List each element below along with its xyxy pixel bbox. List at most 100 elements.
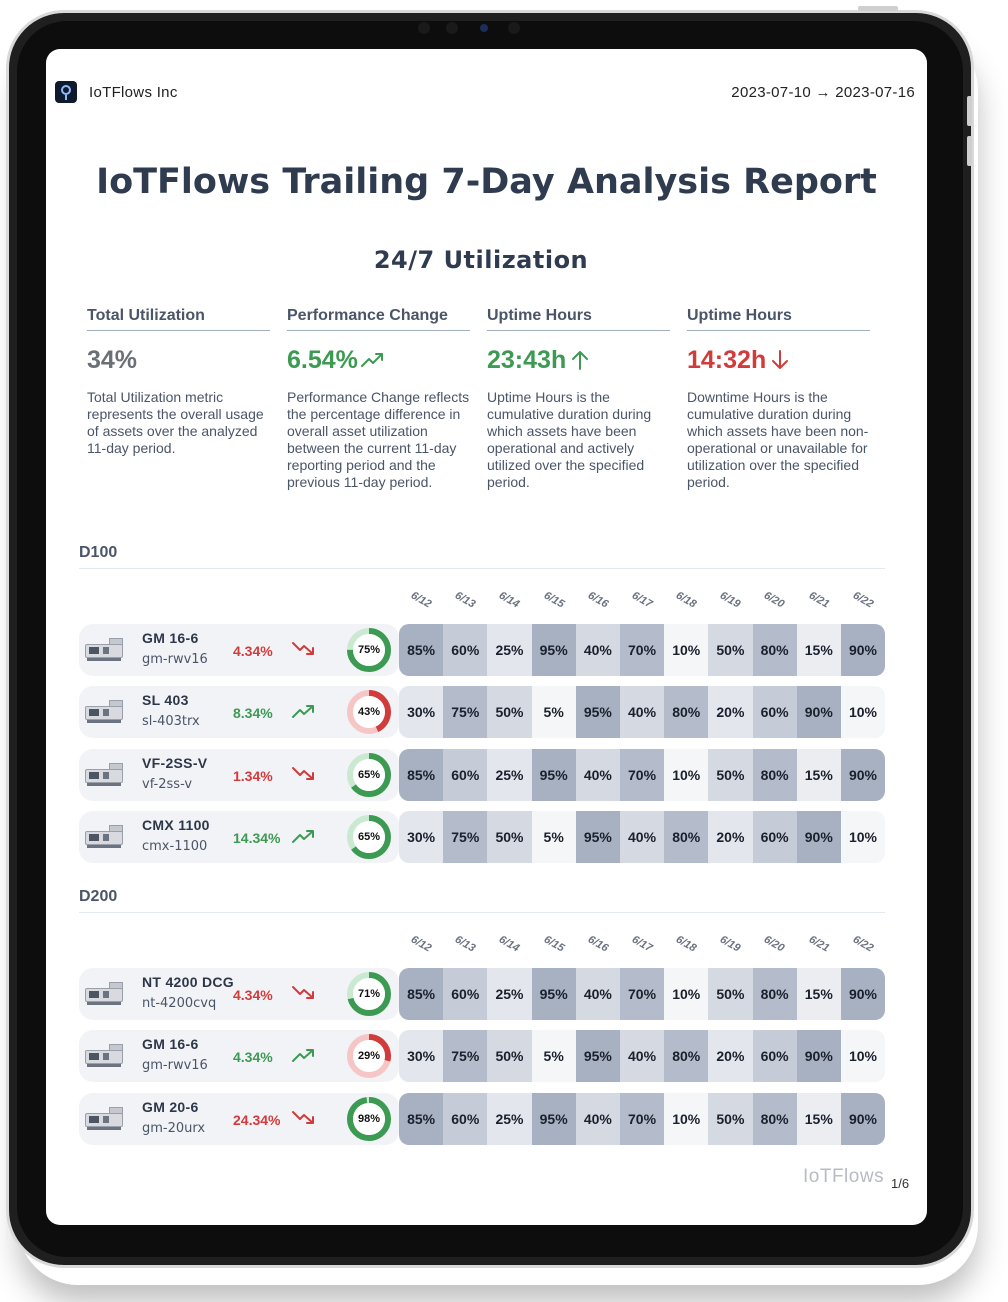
utilization-cell[interactable]: 70% <box>619 968 665 1020</box>
utilization-cell[interactable]: 80% <box>752 968 797 1020</box>
utilization-cell[interactable]: 90% <box>840 749 885 801</box>
machine-icon <box>85 1107 127 1131</box>
utilization-cell[interactable]: 80% <box>664 686 709 738</box>
utilization-cell[interactable]: 40% <box>619 811 665 863</box>
utilization-cell[interactable]: 20% <box>708 811 753 863</box>
utilization-cell[interactable]: 40% <box>575 624 620 676</box>
utilization-cell[interactable]: 60% <box>752 811 797 863</box>
utilization-cell[interactable]: 95% <box>531 968 576 1020</box>
utilization-cell[interactable]: 30% <box>399 811 444 863</box>
utilization-cell[interactable]: 85% <box>399 968 444 1020</box>
date-label: 6/16 <box>585 589 610 611</box>
utilization-cell[interactable]: 15% <box>796 749 841 801</box>
utilization-cell[interactable]: 25% <box>487 624 532 676</box>
arrow-up-icon <box>572 351 589 370</box>
utilization-cell[interactable]: 5% <box>531 686 576 738</box>
asset-row[interactable]: GM 16-6 gm-rwv16 4.34% 29% 30% 75% 50% 5% 95% 40%… <box>79 1030 885 1082</box>
utilization-cell[interactable]: 90% <box>796 811 841 863</box>
utilization-cell[interactable]: 10% <box>664 749 709 801</box>
utilization-cell[interactable]: 85% <box>399 624 444 676</box>
utilization-cell[interactable]: 10% <box>840 686 885 738</box>
utilization-cell[interactable]: 60% <box>752 686 797 738</box>
section-subtitle: 24/7 Utilization <box>373 246 589 274</box>
utilization-cell[interactable]: 70% <box>619 624 665 676</box>
utilization-cell[interactable]: 40% <box>575 749 620 801</box>
utilization-cell[interactable]: 95% <box>531 1093 576 1145</box>
utilization-cell[interactable]: 10% <box>664 1093 709 1145</box>
utilization-cell[interactable]: 80% <box>752 624 797 676</box>
utilization-cell[interactable]: 70% <box>619 749 665 801</box>
utilization-cell[interactable]: 20% <box>708 1030 753 1082</box>
utilization-cell[interactable]: 25% <box>487 1093 532 1145</box>
trend-down-icon <box>292 986 314 999</box>
utilization-cell[interactable]: 30% <box>399 1030 444 1082</box>
utilization-cell[interactable]: 10% <box>664 624 709 676</box>
machine-icon <box>85 638 127 662</box>
utilization-cell[interactable]: 50% <box>708 1093 753 1145</box>
utilization-cell[interactable]: 20% <box>708 686 753 738</box>
metric-value: 34% <box>87 344 270 376</box>
utilization-cell[interactable]: 50% <box>487 811 532 863</box>
utilization-cell[interactable]: 90% <box>840 968 885 1020</box>
asset-row[interactable]: CMX 1100 cmx-1100 14.34% 65% 30% 75% 50% 5% 95% 4… <box>79 811 885 863</box>
utilization-cell[interactable]: 85% <box>399 749 444 801</box>
daily-utilization-cells: 85% 60% 25% 95% 40% 70% 10% 50% 80% 15% 90% <box>399 1093 885 1145</box>
utilization-cell[interactable]: 95% <box>575 1030 620 1082</box>
utilization-donut <box>347 815 391 859</box>
utilization-cell[interactable]: 75% <box>443 686 488 738</box>
utilization-cell[interactable]: 95% <box>531 749 576 801</box>
utilization-cell[interactable]: 15% <box>796 624 841 676</box>
asset-row[interactable]: GM 20-6 gm-20urx 24.34% 98% 85% 60% 25% 95% 40% 7… <box>79 1093 885 1145</box>
utilization-cell[interactable]: 10% <box>664 968 709 1020</box>
utilization-cell[interactable]: 40% <box>619 686 665 738</box>
asset-row[interactable]: SL 403 sl-403trx 8.34% 43% 30% 75% 50% 5% 95% 40%… <box>79 686 885 738</box>
utilization-cell[interactable]: 90% <box>796 1030 841 1082</box>
utilization-cell[interactable]: 15% <box>796 1093 841 1145</box>
utilization-cell[interactable]: 70% <box>619 1093 665 1145</box>
utilization-cell[interactable]: 95% <box>575 811 620 863</box>
utilization-cell[interactable]: 40% <box>575 968 620 1020</box>
metric-value-text: 23:43h <box>487 345 567 374</box>
utilization-cell[interactable]: 10% <box>840 1030 885 1082</box>
utilization-cell[interactable]: 15% <box>796 968 841 1020</box>
utilization-cell[interactable]: 5% <box>531 1030 576 1082</box>
utilization-cell[interactable]: 50% <box>487 1030 532 1082</box>
trend-down-icon <box>292 1111 314 1124</box>
utilization-cell[interactable]: 5% <box>531 811 576 863</box>
utilization-cell[interactable]: 60% <box>752 1030 797 1082</box>
utilization-cell[interactable]: 40% <box>575 1093 620 1145</box>
utilization-cell[interactable]: 10% <box>840 811 885 863</box>
utilization-cell[interactable]: 60% <box>443 968 488 1020</box>
utilization-cell[interactable]: 25% <box>487 968 532 1020</box>
utilization-cell[interactable]: 25% <box>487 749 532 801</box>
utilization-cell[interactable]: 90% <box>840 624 885 676</box>
utilization-cell[interactable]: 95% <box>575 686 620 738</box>
asset-row[interactable]: NT 4200 DCG nt-4200cvq 4.34% 71% 85% 60% 25% 95… <box>79 968 885 1020</box>
utilization-cell[interactable]: 50% <box>487 686 532 738</box>
utilization-cell[interactable]: 75% <box>443 811 488 863</box>
utilization-cell[interactable]: 40% <box>619 1030 665 1082</box>
utilization-cell[interactable]: 30% <box>399 686 444 738</box>
utilization-cell[interactable]: 85% <box>399 1093 444 1145</box>
asset-row[interactable]: GM 16-6 gm-rwv16 4.34% 75% 85% 60% 25% 95% 40% 70… <box>79 624 885 676</box>
utilization-cell[interactable]: 60% <box>443 749 488 801</box>
metric-description: Downtime Hours is the cumulative duratio… <box>687 389 869 490</box>
utilization-cell[interactable]: 80% <box>664 1030 709 1082</box>
utilization-cell[interactable]: 50% <box>708 749 753 801</box>
utilization-cell[interactable]: 80% <box>664 811 709 863</box>
utilization-cell[interactable]: 60% <box>443 1093 488 1145</box>
utilization-cell[interactable]: 50% <box>708 624 753 676</box>
utilization-cell[interactable]: 60% <box>443 624 488 676</box>
asset-row[interactable]: VF-2SS-V vf-2ss-v 1.34% 65% 85% 60% 25% 95% 40% 7… <box>79 749 885 801</box>
utilization-cell[interactable]: 80% <box>752 1093 797 1145</box>
camera-bar <box>418 20 548 36</box>
utilization-cell[interactable]: 50% <box>708 968 753 1020</box>
utilization-cell[interactable]: 80% <box>752 749 797 801</box>
utilization-cell[interactable]: 90% <box>796 686 841 738</box>
utilization-cell[interactable]: 75% <box>443 1030 488 1082</box>
utilization-cell[interactable]: 90% <box>840 1093 885 1145</box>
utilization-cell[interactable]: 95% <box>531 624 576 676</box>
machine-icon <box>85 1044 127 1068</box>
daily-utilization-cells: 30% 75% 50% 5% 95% 40% 80% 20% 60% 90% 10% <box>399 811 885 863</box>
date-label: 6/14 <box>497 933 522 955</box>
